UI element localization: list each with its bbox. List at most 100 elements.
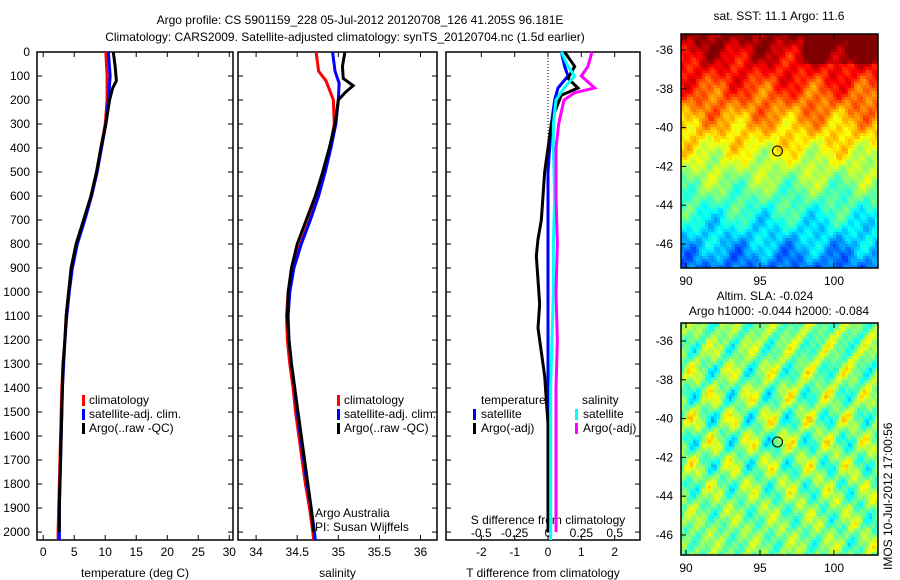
map-lat-label: -44	[656, 489, 674, 503]
y-tick-label: 2000	[3, 525, 30, 539]
y-tick-label: 300	[10, 117, 30, 131]
x-tick-label: 10	[99, 545, 113, 559]
s-tick-label: -0.5	[471, 526, 492, 540]
map-lat-label: -36	[656, 43, 674, 57]
legend-label: Argo(..raw -QC)	[89, 421, 174, 435]
title-line-1: Argo profile: CS 5901159_228 05-Jul-2012…	[157, 13, 564, 27]
sla-map-title-1: Altim. SLA: -0.024	[717, 289, 814, 303]
y-tick-label: 200	[10, 93, 30, 107]
sla-map	[681, 323, 878, 555]
series-line-climatology	[56, 51, 109, 540]
s-tick-label: -0.25	[501, 526, 529, 540]
x-tick-label: 0	[545, 545, 552, 559]
y-tick-label: 1300	[3, 357, 30, 371]
legend-label: climatology	[89, 393, 149, 407]
legend-label: satellite	[583, 407, 624, 421]
map-lon-label: 95	[753, 561, 767, 575]
series-line-s-argo-adj-	[554, 51, 598, 533]
map-lat-label: -38	[656, 82, 674, 96]
x-tick-label: 36	[414, 545, 428, 559]
x-tick-label: -1	[509, 545, 520, 559]
x-axis-label: salinity	[319, 566, 356, 580]
x-tick-label: 2	[611, 545, 618, 559]
y-tick-label: 600	[10, 189, 30, 203]
x-tick-label: 0	[40, 545, 47, 559]
series-line-satellite-adj-clim-	[286, 51, 341, 541]
legend-swatch	[473, 409, 476, 420]
y-tick-label: 700	[10, 213, 30, 227]
x-tick-label: 34	[249, 545, 263, 559]
map-lat-label: -40	[656, 121, 674, 135]
y-tick-label: 100	[10, 69, 30, 83]
y-tick-label: 1800	[3, 477, 30, 491]
sst-map-title: sat. SST: 11.1 Argo: 11.6	[714, 9, 845, 23]
y-tick-label: 0	[23, 45, 30, 59]
credit-line-1: Argo Australia	[315, 506, 390, 520]
s-tick-label: 0.5	[606, 526, 623, 540]
argo-position-marker	[771, 436, 783, 448]
legend-swatch	[82, 395, 85, 406]
map-lon-label: 100	[824, 274, 844, 288]
plot-frame	[237, 51, 438, 541]
plot-frame	[36, 51, 234, 541]
x-tick-label: 1	[578, 545, 585, 559]
legend-swatch	[82, 423, 85, 434]
y-tick-label: 500	[10, 165, 30, 179]
x-tick-label: 25	[192, 545, 206, 559]
map-frame	[680, 322, 879, 556]
y-tick-label: 1900	[3, 501, 30, 515]
x-tick-label: 35	[332, 545, 346, 559]
sst-map	[681, 34, 878, 268]
legend-swatch	[575, 409, 578, 420]
y-tick-label: 1500	[3, 405, 30, 419]
map-lon-label: 90	[679, 274, 693, 288]
x-axis-label: T difference from climatology	[466, 566, 620, 580]
map-frame	[680, 33, 879, 269]
timestamp: IMOS 10-Jul-2012 17:00:56	[881, 422, 895, 570]
legend-label: satellite-adj. clim.	[89, 407, 181, 421]
legend-label: satellite	[481, 407, 522, 421]
map-lat-label: -40	[656, 412, 674, 426]
x-tick-label: 20	[161, 545, 175, 559]
legend-label: climatology	[344, 393, 404, 407]
credit-line-2: PI: Susan Wijffels	[315, 520, 409, 534]
series-line-climatology	[285, 51, 336, 541]
map-lat-label: -46	[656, 528, 674, 542]
x-tick-label: 15	[130, 545, 144, 559]
map-lat-label: -38	[656, 373, 674, 387]
x-tick-label: 5	[71, 545, 78, 559]
sla-map-title-2: Argo h1000: -0.044 h2000: -0.084	[689, 304, 869, 318]
legend-label: Argo(..raw -QC)	[344, 421, 429, 435]
plot-frame	[445, 51, 641, 541]
map-lat-label: -42	[656, 450, 674, 464]
y-tick-label: 800	[10, 237, 30, 251]
legend-swatch	[337, 395, 340, 406]
y-tick-label: 900	[10, 261, 30, 275]
map-lat-label: -46	[656, 237, 674, 251]
legend-swatch	[473, 423, 476, 434]
series-line-t-argo-adj-	[534, 51, 581, 533]
s-tick-label: 0.25	[570, 526, 594, 540]
legend-swatch	[337, 423, 340, 434]
legend-swatch	[337, 409, 340, 420]
x-axis-label: temperature (deg C)	[81, 566, 189, 580]
series-line-argo-raw-qc-	[57, 51, 118, 533]
legend-title-temperature: temperature	[481, 393, 546, 407]
map-lat-label: -44	[656, 198, 674, 212]
title-line-2: Climatology: CARS2009. Satellite-adjuste…	[105, 30, 585, 44]
map-lon-label: 90	[679, 561, 693, 575]
legend-label: satellite-adj. clim.	[344, 407, 436, 421]
argo-position-marker	[771, 145, 783, 157]
s-tick-label: 0	[545, 526, 552, 540]
y-tick-label: 1200	[3, 333, 30, 347]
y-tick-label: 1100	[4, 309, 30, 323]
map-lon-label: 95	[753, 274, 767, 288]
map-lon-label: 100	[824, 561, 844, 575]
x-tick-label: -2	[476, 545, 487, 559]
map-lat-label: -36	[656, 334, 674, 348]
legend-label: Argo(-adj)	[481, 421, 534, 435]
series-line-argo-raw-qc-	[285, 51, 356, 533]
y-tick-label: 1700	[3, 453, 30, 467]
